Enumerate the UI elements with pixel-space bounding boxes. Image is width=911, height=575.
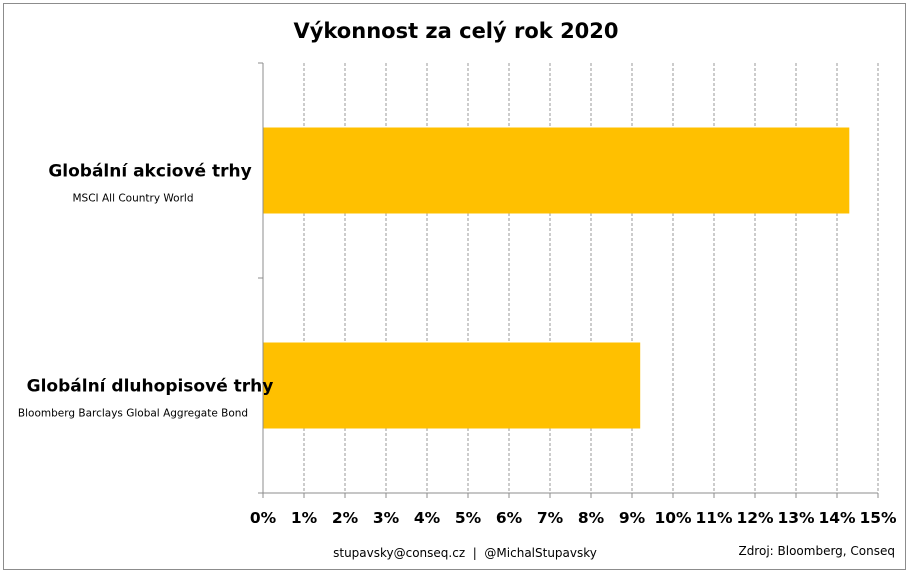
chart-title: Výkonnost za celý rok 2020 [293, 19, 618, 43]
x-tick-label: 0% [250, 509, 277, 527]
bars [263, 127, 850, 429]
category-sublabel: MSCI All Country World [73, 193, 194, 205]
category-label: Globální dluhopisové trhy [27, 377, 274, 397]
x-tick-label: 8% [578, 509, 605, 527]
x-tick-label: 10% [654, 509, 692, 527]
category-label: Globální akciové trhy [48, 162, 251, 182]
x-tick-label: 14% [818, 509, 856, 527]
category-labels: Globální akciové trhy MSCI All Country Wo… [18, 162, 273, 420]
x-tick-label: 4% [414, 509, 441, 527]
footer-contact: stupavsky@conseq.cz | @MichalStupavsky [333, 546, 597, 560]
x-tick-label: 12% [736, 509, 774, 527]
x-tick-label: 3% [373, 509, 400, 527]
x-tick-label: 11% [695, 509, 733, 527]
x-tick-label: 2% [332, 509, 359, 527]
bar [263, 342, 641, 429]
x-tick-label: 7% [537, 509, 564, 527]
x-tick-label: 13% [777, 509, 815, 527]
category-sublabel: Bloomberg Barclays Global Aggregate Bond [18, 408, 248, 420]
axes [258, 62, 879, 498]
x-tick-label: 15% [859, 509, 897, 527]
x-tick-label: 9% [619, 509, 646, 527]
x-tick-label: 1% [291, 509, 318, 527]
footer-source: Zdroj: Bloomberg, Conseq [738, 544, 895, 558]
x-tick-label: 5% [455, 509, 482, 527]
bar [263, 127, 850, 214]
x-tick-label: 6% [496, 509, 523, 527]
x-tick-labels: 0% 1% 2% 3% 4% 5% 6% 7% 8% 9% 10% 11% 12% 13% 14% 15% [250, 509, 897, 527]
